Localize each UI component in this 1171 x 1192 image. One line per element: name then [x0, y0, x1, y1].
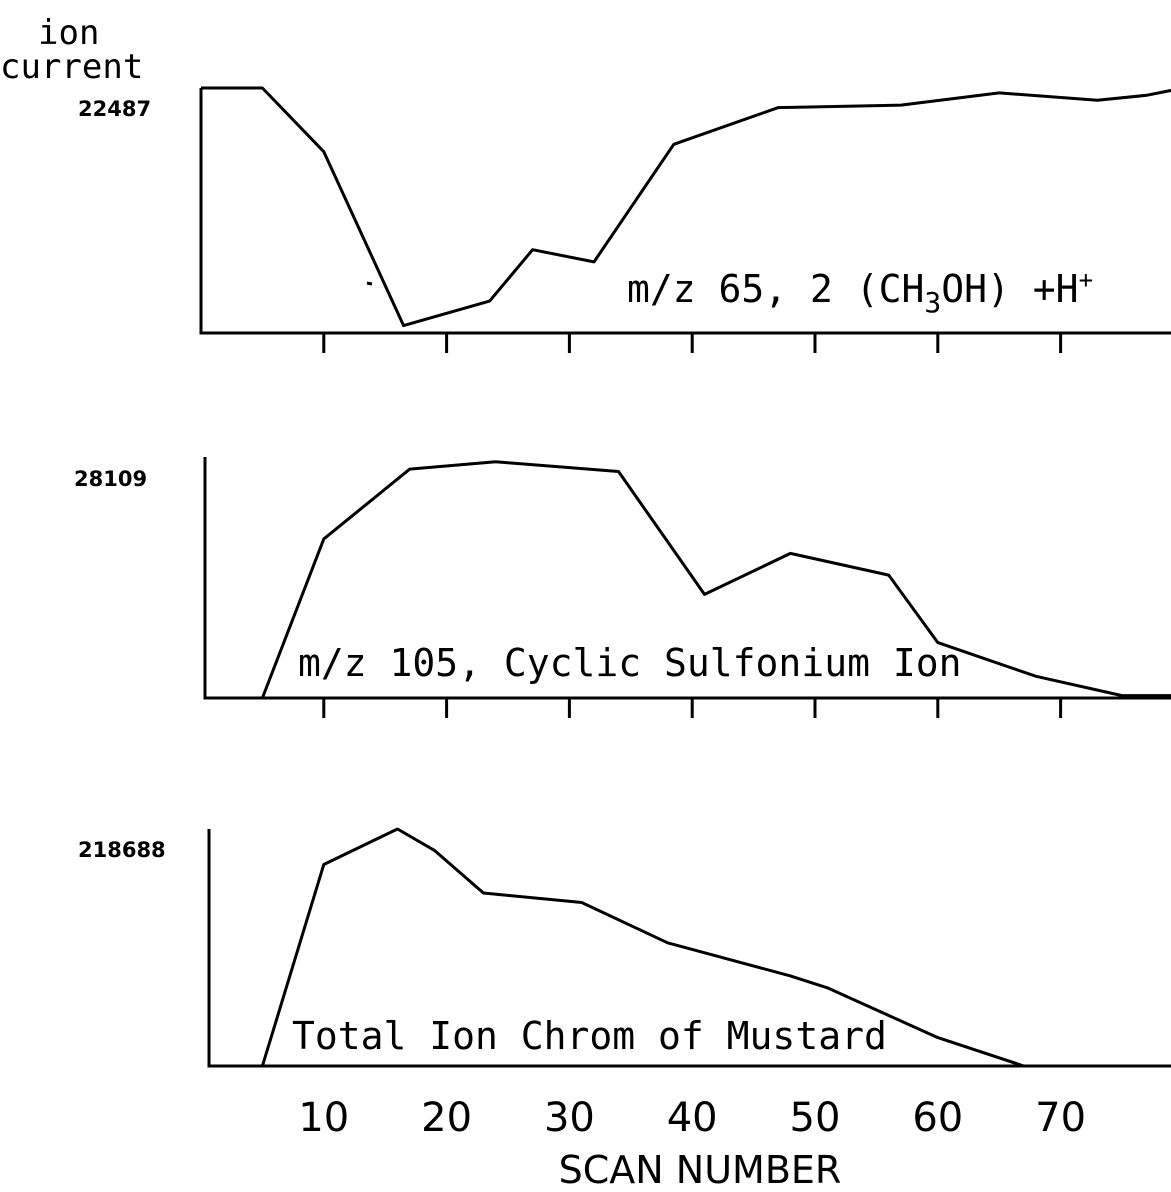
y-axis-label-line-2: current	[0, 47, 143, 87]
axis-line	[199, 88, 1171, 335]
y-axis-label: ion current	[0, 13, 143, 87]
x-tick-label: 70	[1035, 1095, 1086, 1141]
series-line	[261, 460, 1171, 699]
axis-line	[203, 457, 1171, 700]
x-tick-label: 30	[544, 1095, 595, 1141]
series-label: m/z 65, 2 (CH3OH) +H+	[627, 266, 1093, 319]
series-label: m/z 105, Cyclic Sulfonium Ion	[298, 641, 961, 685]
x-axis-title: SCAN NUMBER	[559, 1148, 842, 1192]
x-tick-label: 60	[912, 1095, 963, 1141]
y-max-label: 218688	[78, 838, 166, 862]
x-tick-label: 10	[298, 1095, 349, 1141]
chart-panel-3: 218688 10 20 30 40 50 60 70 Total Ion Chrom of M…	[78, 827, 1171, 1192]
series-label: Total Ion Chrom of Mustard	[292, 1014, 887, 1058]
series-line	[260, 827, 1171, 1068]
y-max-label: 22487	[78, 97, 151, 121]
x-tick-label: 40	[667, 1095, 718, 1141]
chart-panel-2: 28109 m/z 105, Cyclic Sulfonium Ion	[74, 457, 1171, 718]
y-max-label: 28109	[74, 467, 147, 491]
x-tick-label: 50	[790, 1095, 841, 1141]
series-line	[201, 86, 1171, 328]
axis-line	[207, 829, 1171, 1068]
y-axis-label-line-1: ion	[38, 13, 99, 53]
stray-mark	[366, 281, 373, 286]
x-tick-label: 20	[421, 1095, 472, 1141]
chart-panel-1: 22487 m/z 65, 2 (CH3OH) +H+	[78, 86, 1171, 353]
